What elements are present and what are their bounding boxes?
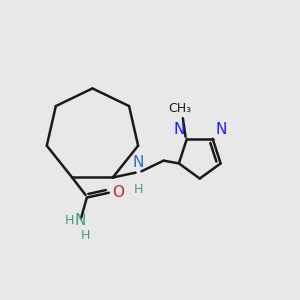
Text: H: H bbox=[134, 183, 143, 196]
Text: H: H bbox=[81, 229, 90, 242]
Text: N: N bbox=[74, 213, 86, 228]
Text: H: H bbox=[64, 214, 74, 227]
Text: CH₃: CH₃ bbox=[169, 102, 192, 115]
Text: N: N bbox=[133, 155, 144, 170]
Text: N: N bbox=[173, 122, 185, 137]
Text: O: O bbox=[112, 185, 124, 200]
Text: N: N bbox=[215, 122, 227, 137]
